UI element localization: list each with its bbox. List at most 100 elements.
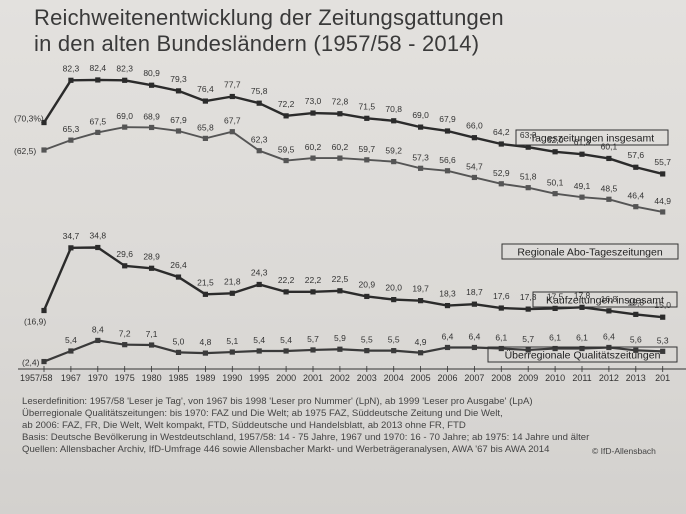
data-point-regionale-abo	[310, 155, 316, 161]
data-label-kaufzeitungen: 26,4	[170, 260, 187, 270]
series-label-kaufzeitungen: Kaufzeitungen insgesamt	[546, 295, 664, 307]
data-label-kaufzeitungen: 17,6	[493, 291, 510, 301]
data-point-ueberregionale	[229, 349, 235, 355]
data-label-regionale-abo: 46,4	[628, 191, 645, 201]
data-label-regionale-abo: 67,5	[90, 116, 107, 126]
data-label-kaufzeitungen: 22,5	[332, 274, 349, 284]
data-point-tageszeitungen	[256, 100, 262, 106]
data-point-regionale-abo	[418, 165, 424, 171]
data-point-kaufzeitungen	[418, 298, 424, 304]
data-point-kaufzeitungen	[525, 306, 531, 312]
data-label-ueberregionale: 6,4	[603, 331, 615, 341]
data-point-ueberregionale	[579, 345, 585, 352]
data-point-kaufzeitungen	[364, 293, 370, 300]
series-regionale-abo: (62,5) 65,3 67,5 69,0 68,9 67,9 65,8 67,7 62,3 59…	[14, 111, 671, 215]
data-label-ueberregionale: 5,1	[226, 336, 238, 346]
data-label-tageszeitungen: 61,3	[574, 137, 591, 147]
footnote-basis: Basis: Deutsche Bevölkerung in Westdeuts…	[22, 432, 590, 443]
data-label-kaufzeitungen: 34,8	[90, 231, 107, 241]
data-point-ueberregionale	[391, 348, 397, 354]
data-label-ueberregionale: 6,4	[468, 331, 480, 341]
data-point-kaufzeitungen	[337, 288, 343, 294]
x-tick-label: 1967	[61, 373, 81, 383]
data-label-regionale-abo: (62,5)	[14, 146, 36, 156]
data-label-regionale-abo: 59,5	[278, 145, 295, 155]
data-label-tageszeitungen: 69,0	[412, 110, 429, 120]
data-label-ueberregionale: 5,5	[388, 335, 400, 345]
data-point-ueberregionale	[41, 358, 47, 365]
data-point-regionale-abo	[633, 204, 639, 210]
data-label-ueberregionale: (2,4)	[22, 358, 40, 368]
data-label-tageszeitungen: 75,8	[251, 86, 268, 96]
data-point-kaufzeitungen	[660, 314, 666, 320]
data-point-ueberregionale	[364, 348, 370, 354]
data-point-tageszeitungen	[41, 119, 47, 126]
data-point-ueberregionale	[552, 345, 558, 352]
data-point-regionale-abo	[229, 129, 235, 135]
data-point-regionale-abo	[364, 157, 370, 163]
data-label-tageszeitungen: 57,6	[628, 150, 645, 160]
x-tick-label: 1980	[142, 373, 162, 383]
data-label-ueberregionale: 8,4	[92, 324, 104, 334]
data-point-regionale-abo	[68, 137, 74, 143]
data-point-kaufzeitungen	[444, 302, 451, 309]
data-point-regionale-abo	[95, 129, 101, 135]
series-ueberregionale: (2,4) 5,4 8,4 7,2 7,1 5,0 4,8 5,1 5,4 5,4 5,7 5,9 5,…	[22, 324, 669, 367]
data-point-ueberregionale	[68, 348, 74, 354]
data-point-regionale-abo	[41, 147, 47, 153]
data-point-ueberregionale	[122, 342, 128, 348]
data-point-kaufzeitungen	[471, 301, 477, 307]
x-tick-label: 201	[655, 373, 670, 383]
data-point-kaufzeitungen	[202, 291, 208, 297]
data-label-regionale-abo: 56,6	[439, 155, 456, 165]
x-tick-label: 1995	[249, 373, 269, 383]
data-label-kaufzeitungen: 18,7	[466, 287, 483, 297]
x-tick-label: 2010	[545, 373, 565, 383]
data-label-ueberregionale: 7,2	[119, 329, 131, 339]
data-point-kaufzeitungen	[68, 245, 74, 251]
data-point-kaufzeitungen	[41, 307, 47, 314]
data-label-tageszeitungen: 82,3	[63, 63, 80, 73]
data-label-tageszeitungen: 67,9	[439, 114, 456, 124]
x-tick-label: 2002	[330, 373, 350, 383]
x-tick-label: 1957/58	[20, 373, 53, 383]
data-point-tageszeitungen	[95, 77, 101, 83]
data-label-ueberregionale: 5,4	[65, 335, 77, 345]
data-label-kaufzeitungen: 21,5	[197, 277, 214, 287]
footnote-reader-definition: Leserdefinition: 1957/58 'Leser je Tag',…	[22, 396, 533, 407]
data-label-tageszeitungen: 79,3	[170, 74, 187, 84]
data-point-tageszeitungen	[175, 88, 182, 94]
footnote-sources: Quellen: Allensbacher Archiv, IfD-Umfrag…	[22, 444, 550, 455]
x-tick-label: 2006	[437, 373, 457, 383]
data-label-tageszeitungen: 72,2	[278, 99, 295, 109]
x-tick-label: 1985	[168, 373, 188, 383]
data-label-kaufzeitungen: (16,9)	[24, 317, 46, 327]
data-point-kaufzeitungen	[391, 297, 397, 303]
x-tick-label: 2012	[599, 373, 619, 383]
x-tick-label: 1990	[222, 373, 242, 383]
data-label-kaufzeitungen: 34,7	[63, 231, 80, 241]
series-label-tageszeitungen: Tageszeitungen insgesamt	[530, 133, 654, 145]
series-label-box-regionale-abo	[501, 243, 679, 260]
data-label-regionale-abo: 69,0	[116, 111, 133, 121]
x-tick-label: 2001	[303, 373, 323, 383]
data-label-kaufzeitungen: 17,3	[520, 292, 537, 302]
data-point-tageszeitungen	[471, 135, 477, 141]
data-label-tageszeitungen: (70,3%)	[14, 114, 44, 124]
data-label-ueberregionale: 5,9	[334, 333, 346, 343]
data-point-ueberregionale	[149, 342, 155, 348]
data-label-kaufzeitungen: 17,5	[547, 291, 564, 301]
data-point-regionale-abo	[471, 174, 477, 181]
data-point-regionale-abo	[122, 124, 128, 130]
data-label-tageszeitungen: 76,4	[197, 84, 214, 94]
data-label-kaufzeitungen: 29,6	[116, 249, 133, 259]
series-kaufzeitungen: (16,9) 34,7 34,8 29,6 28,9 26,4 21,5 21,8 24,3 22…	[24, 231, 671, 327]
data-point-tageszeitungen	[444, 128, 451, 134]
data-label-tageszeitungen: 64,2	[493, 127, 510, 137]
data-point-regionale-abo	[175, 128, 182, 134]
data-label-tageszeitungen: 73,0	[305, 96, 322, 106]
data-point-kaufzeitungen	[149, 265, 155, 271]
data-label-kaufzeitungen: 17,8	[574, 290, 591, 300]
data-point-ueberregionale	[498, 345, 504, 352]
